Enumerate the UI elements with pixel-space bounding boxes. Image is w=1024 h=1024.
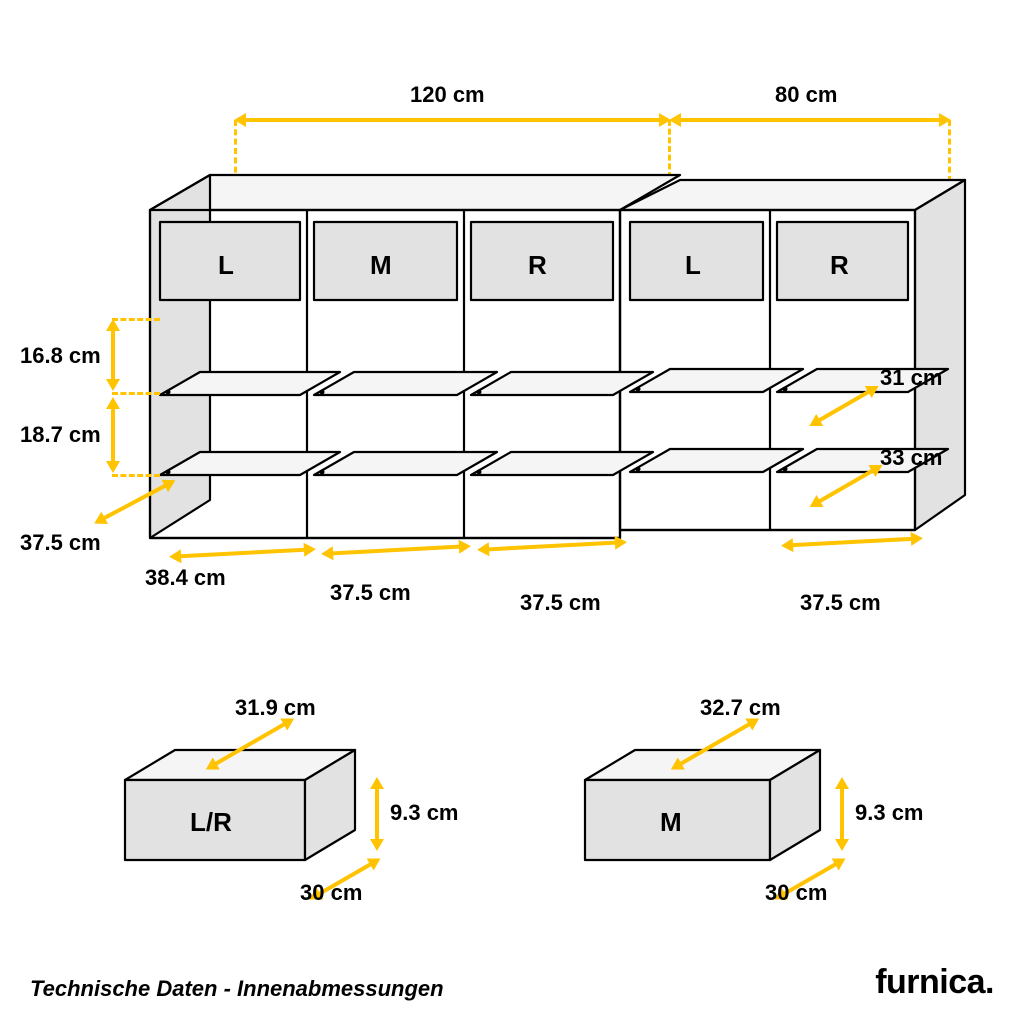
dim-h-dash2 xyxy=(112,392,160,395)
drawer-label-R1: R xyxy=(528,250,547,281)
dim-m-depth-label: 32.7 cm xyxy=(700,695,781,721)
dim-top-right-arrow xyxy=(670,112,950,128)
dim-top-left-arrow xyxy=(235,112,670,128)
dim-w2-label: 37.5 cm xyxy=(330,580,411,606)
dim-depth-left-label: 37.5 cm xyxy=(20,530,101,556)
drawer-label-L2: L xyxy=(685,250,701,281)
dim-rd1-label: 31 cm xyxy=(880,365,942,391)
dim-h-dash3 xyxy=(112,474,160,477)
dim-w4-label: 37.5 cm xyxy=(800,590,881,616)
dim-top-right-label: 80 cm xyxy=(775,82,837,108)
dim-w1-label: 38.4 cm xyxy=(145,565,226,591)
dim-h1-arrow xyxy=(105,320,121,390)
dim-m-width-label: 30 cm xyxy=(765,880,827,906)
dim-m-height-label: 9.3 cm xyxy=(855,800,924,826)
dim-h1-label: 16.8 cm xyxy=(20,343,101,369)
dim-w3-label: 37.5 cm xyxy=(520,590,601,616)
dim-lr-width-label: 30 cm xyxy=(300,880,362,906)
drawer-label-L1: L xyxy=(218,250,234,281)
footer-caption: Technische Daten - Innenabmessungen xyxy=(30,976,444,1002)
dim-h2-label: 18.7 cm xyxy=(20,422,101,448)
dim-lr-height-label: 9.3 cm xyxy=(390,800,459,826)
dim-rd2-label: 33 cm xyxy=(880,445,942,471)
footer: Technische Daten - Innenabmessungen furn… xyxy=(0,963,1024,1002)
drawer-label-R2: R xyxy=(830,250,849,281)
dim-h-dash1 xyxy=(112,318,160,321)
drawer-m-label: M xyxy=(660,807,682,838)
dim-lr-depth-label: 31.9 cm xyxy=(235,695,316,721)
drawer-label-M: M xyxy=(370,250,392,281)
drawer-lr-label: L/R xyxy=(190,807,232,838)
dim-top-left-label: 120 cm xyxy=(410,82,485,108)
dim-m-height-arrow xyxy=(835,778,849,850)
cabinet-diagram xyxy=(0,140,1024,780)
dim-h2-arrow xyxy=(105,398,121,472)
brand-logo: furnica. xyxy=(875,963,994,1002)
dim-lr-height-arrow xyxy=(370,778,384,850)
